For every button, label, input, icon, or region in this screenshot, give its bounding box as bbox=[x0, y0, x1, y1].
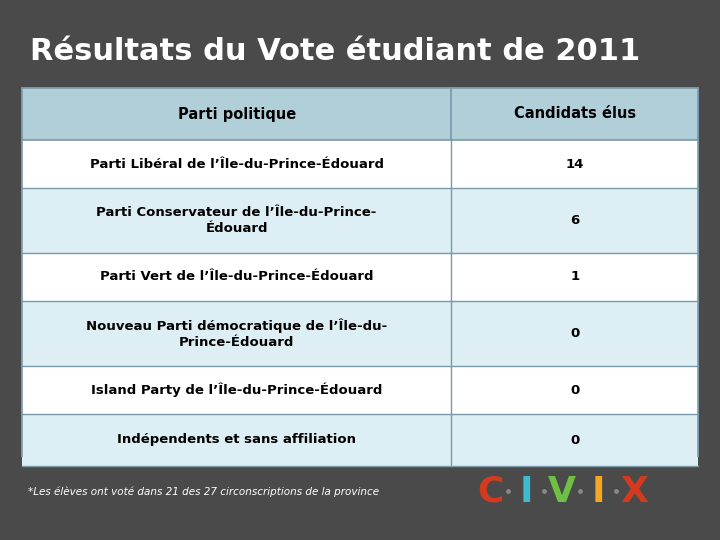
FancyBboxPatch shape bbox=[22, 140, 698, 188]
FancyBboxPatch shape bbox=[22, 88, 698, 456]
FancyBboxPatch shape bbox=[22, 301, 698, 366]
Text: Candidats élus: Candidats élus bbox=[513, 106, 636, 122]
Text: Nouveau Parti démocratique de l’Île-du-
Prince-Édouard: Nouveau Parti démocratique de l’Île-du- … bbox=[86, 319, 387, 348]
Text: 0: 0 bbox=[570, 434, 580, 447]
Text: *Les élèves ont voté dans 21 des 27 circonscriptions de la province: *Les élèves ont voté dans 21 des 27 circ… bbox=[28, 487, 379, 497]
FancyBboxPatch shape bbox=[22, 366, 698, 414]
Text: I: I bbox=[591, 475, 605, 509]
Text: C: C bbox=[477, 475, 503, 509]
Text: 0: 0 bbox=[570, 327, 580, 340]
Text: Island Party de l’Île-du-Prince-Édouard: Island Party de l’Île-du-Prince-Édouard bbox=[91, 383, 382, 397]
Text: Indépendents et sans affiliation: Indépendents et sans affiliation bbox=[117, 434, 356, 447]
FancyBboxPatch shape bbox=[22, 253, 698, 301]
Text: 6: 6 bbox=[570, 214, 580, 227]
Text: 0: 0 bbox=[570, 383, 580, 396]
Text: Parti politique: Parti politique bbox=[178, 106, 296, 122]
FancyBboxPatch shape bbox=[22, 188, 698, 253]
Text: 1: 1 bbox=[570, 271, 579, 284]
Text: V: V bbox=[548, 475, 576, 509]
FancyBboxPatch shape bbox=[22, 414, 698, 466]
FancyBboxPatch shape bbox=[22, 88, 698, 140]
Text: Parti Libéral de l’Île-du-Prince-Édouard: Parti Libéral de l’Île-du-Prince-Édouard bbox=[89, 158, 384, 171]
Text: Parti Vert de l’Île-du-Prince-Édouard: Parti Vert de l’Île-du-Prince-Édouard bbox=[100, 271, 374, 284]
Text: 14: 14 bbox=[565, 158, 584, 171]
Text: I: I bbox=[519, 475, 533, 509]
Text: Parti Conservateur de l’Île-du-Prince-
Édouard: Parti Conservateur de l’Île-du-Prince- É… bbox=[96, 206, 377, 235]
Text: X: X bbox=[620, 475, 648, 509]
Text: Résultats du Vote étudiant de 2011: Résultats du Vote étudiant de 2011 bbox=[30, 37, 640, 66]
